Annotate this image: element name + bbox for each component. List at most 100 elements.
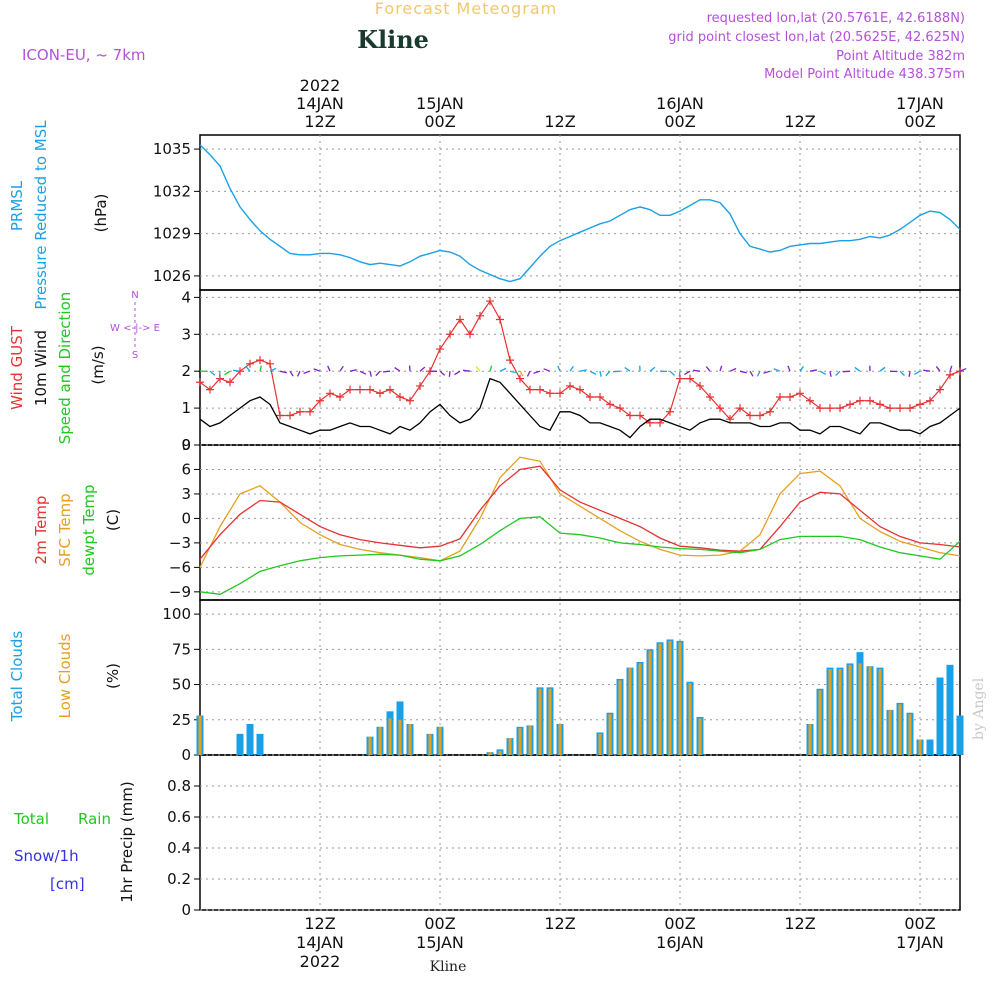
low-cloud-bar <box>689 683 692 755</box>
gust-marker <box>266 360 274 368</box>
top-year-label: 2022 <box>300 76 341 95</box>
clouds-ytick-label: 25 <box>172 711 191 729</box>
gust-marker <box>826 404 834 412</box>
temp-unit: (C) <box>104 509 122 531</box>
wind-speeddir-label: Speed and Direction <box>56 292 74 445</box>
gust-marker <box>296 408 304 416</box>
wind-dir-arrow <box>788 366 790 371</box>
wind-dir-arrow <box>210 371 215 375</box>
low-cloud-bar <box>199 716 202 755</box>
low-cloud-bar <box>839 669 842 755</box>
low-cloud-bar <box>889 710 892 755</box>
top-hour-label: 12Z <box>304 112 335 131</box>
wind-dir-arrow <box>463 370 470 371</box>
wind-dir-arrow <box>476 367 480 372</box>
wind-10m-label: 10m Wind <box>32 330 50 406</box>
temperature-ytick-label: 0 <box>181 509 191 527</box>
gust-marker <box>646 419 654 427</box>
low-cloud-bar <box>869 666 872 755</box>
low-cloud-bar <box>369 737 372 755</box>
wind-dir-arrow <box>290 371 293 376</box>
rain-label: Rain <box>78 810 111 828</box>
location-title: Kline <box>357 25 429 54</box>
gust-marker <box>446 330 454 338</box>
wind-ytick-label: 3 <box>181 325 191 343</box>
pressure-labels: PRMSL Pressure Reduced to MSL (hPa) <box>8 120 110 310</box>
bottom-date-label: 15JAN <box>416 933 464 952</box>
model-altitude: Model Point Altitude 438.375m <box>764 67 965 82</box>
wind-dir-arrow <box>383 371 390 372</box>
clouds-panel <box>197 639 964 755</box>
low-clouds-label: Low Clouds <box>56 633 74 718</box>
point-altitude: Point Altitude 382m <box>836 49 965 64</box>
wind-dir-arrow <box>350 370 357 371</box>
dewpt-label: dewpt Temp <box>80 484 98 575</box>
bottom-location: Kline <box>430 959 467 975</box>
gust-marker <box>886 404 894 412</box>
pressure-ytick-label: 1026 <box>153 267 191 285</box>
gust-marker <box>346 386 354 394</box>
wind-dir-arrow <box>923 370 930 371</box>
gust-marker <box>496 316 504 324</box>
wind-dir-arrow <box>490 366 492 371</box>
bottom-year-label: 2022 <box>300 952 341 971</box>
wind-dir-arrow <box>679 371 680 377</box>
top-hour-label: 00Z <box>904 112 935 131</box>
low-cloud-bar <box>659 644 662 755</box>
precip-labels: Total Rain Snow/1h [cm] 1hr Precip (mm) <box>13 781 136 902</box>
wind-dir-arrow <box>836 371 840 375</box>
bottom-date-label: 16JAN <box>656 933 704 952</box>
gust-marker <box>506 356 514 364</box>
precip-ytick-label: 0.6 <box>167 808 191 826</box>
precip-ytick-label: 0.2 <box>167 870 191 888</box>
gust-marker <box>386 386 394 394</box>
temperature-ytick-label: 9 <box>181 436 191 454</box>
wind-dir-arrow <box>909 371 910 377</box>
wind-dir-arrow <box>830 371 831 377</box>
clouds-frame <box>200 600 960 755</box>
total-clouds-label: Total Clouds <box>8 631 26 723</box>
gust-marker <box>256 356 264 364</box>
gust-marker <box>326 389 334 397</box>
low-cloud-bar <box>679 642 682 755</box>
gust-marker <box>436 345 444 353</box>
wind-dir-arrow <box>449 371 450 377</box>
wind-frame <box>200 290 960 445</box>
wind-dir-arrow <box>880 367 885 371</box>
bottom-hour-label: 12Z <box>784 914 815 933</box>
precip-ytick-label: 0.8 <box>167 777 191 795</box>
total-cloud-bar <box>927 740 934 756</box>
low-cloud-bar <box>499 751 502 755</box>
wind-dir-arrow <box>570 366 573 371</box>
total-cloud-bar <box>237 734 244 755</box>
bottom-hour-label: 12Z <box>304 914 335 933</box>
wind-dir-arrow <box>693 370 700 371</box>
gust-marker <box>366 386 374 394</box>
temperature-panel <box>200 457 960 594</box>
wind-dir-arrow <box>625 368 630 372</box>
gust-marker <box>756 411 764 419</box>
wind-dir-arrow <box>757 371 760 376</box>
top-hour-label: 00Z <box>424 112 455 131</box>
gust-marker <box>576 386 584 394</box>
requested-coords: requested lon,lat (20.5761E, 42.6188N) <box>707 11 965 26</box>
gust-marker <box>536 386 544 394</box>
wind-dir-arrow <box>684 371 690 374</box>
temperature-ytick-label: −9 <box>169 583 191 601</box>
model-label: ICON-EU, ~ 7km <box>22 46 146 64</box>
wind-dir-arrow <box>527 371 530 376</box>
pressure-frame <box>200 135 960 290</box>
top-date-label: 16JAN <box>656 94 704 113</box>
gust-marker <box>486 297 494 305</box>
gust-marker <box>896 404 904 412</box>
wind-dir-arrow <box>606 371 610 375</box>
pressure-label-2: Pressure Reduced to MSL <box>32 120 50 310</box>
gust-marker <box>866 397 874 405</box>
temp2m-label: 2m Temp <box>32 496 50 565</box>
clouds-unit: (%) <box>104 663 122 689</box>
wind-dir-arrow <box>750 371 753 376</box>
low-cloud-bar <box>549 689 552 755</box>
bottom-hour-label: 00Z <box>664 914 695 933</box>
low-cloud-bar <box>389 718 392 755</box>
